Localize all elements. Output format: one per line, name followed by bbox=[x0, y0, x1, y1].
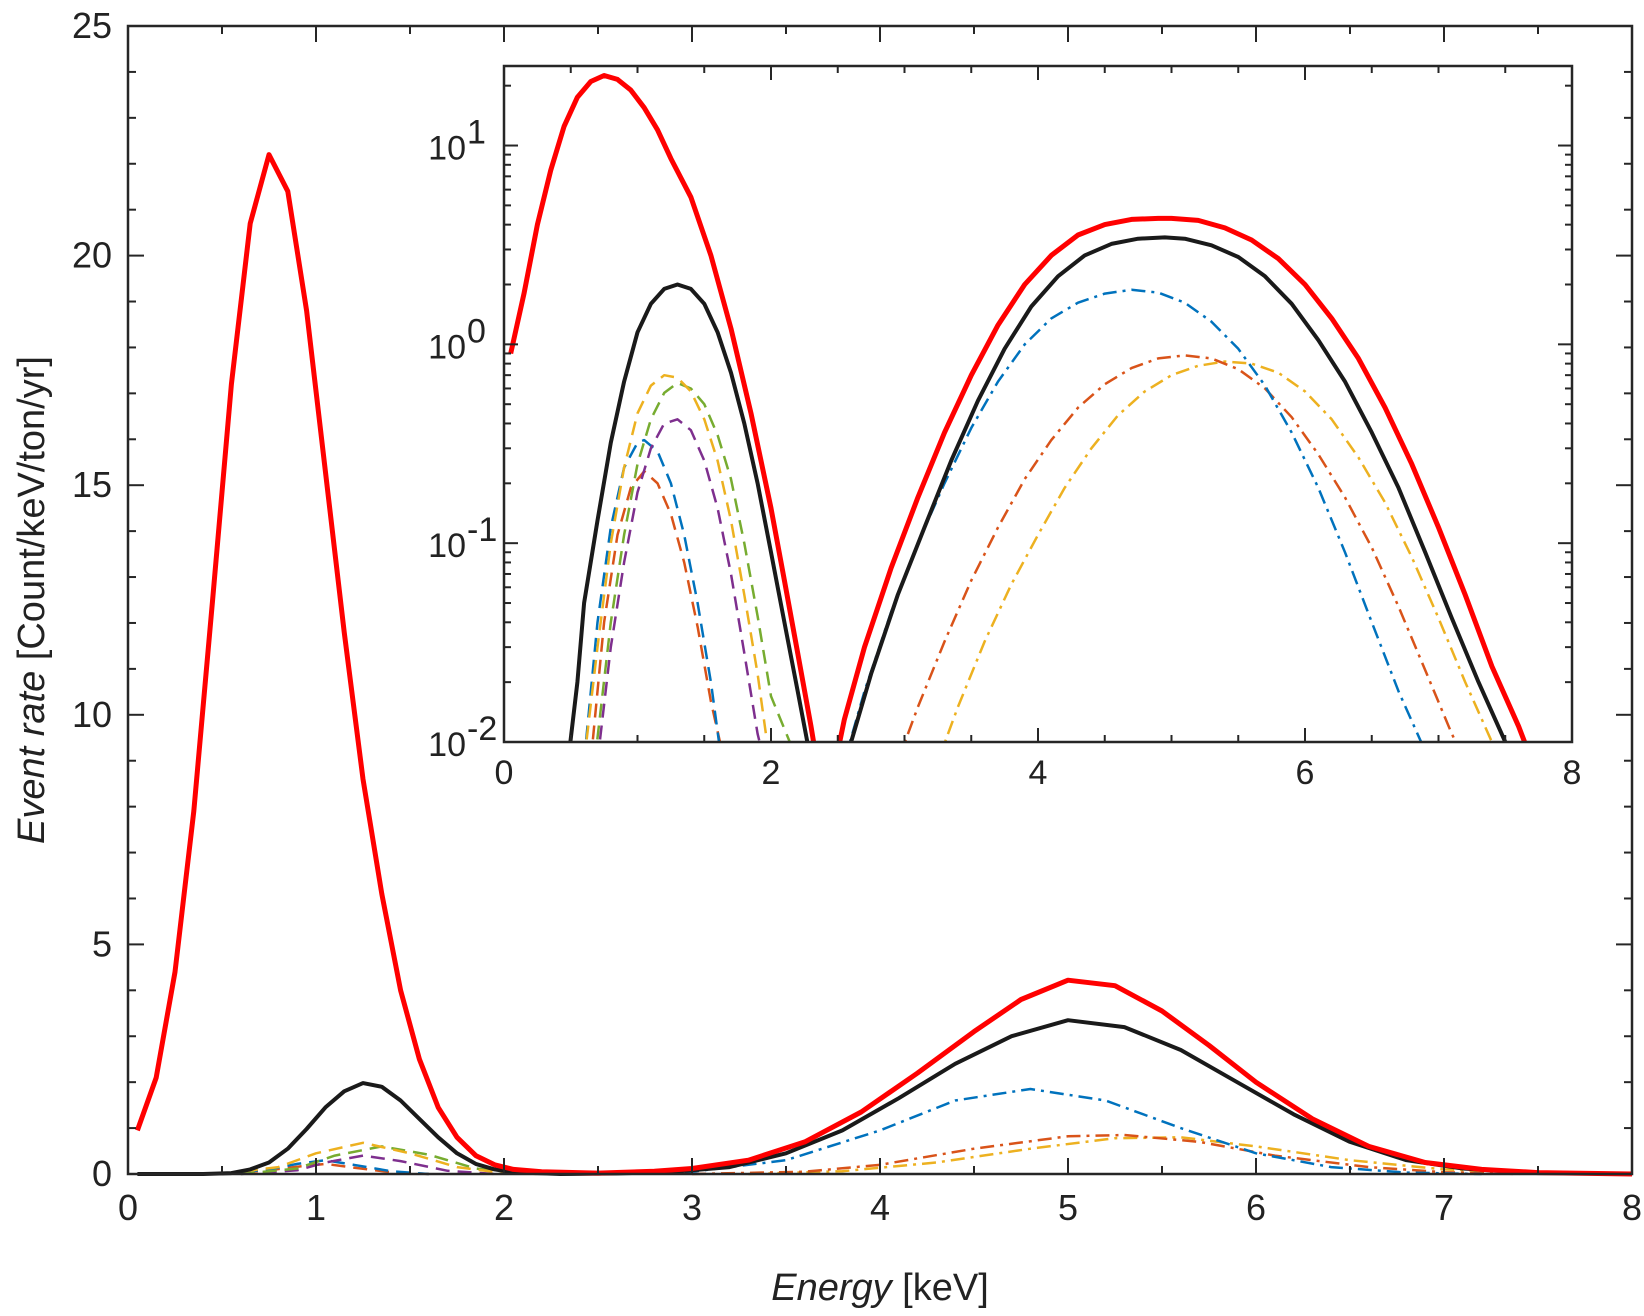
inset-series-total bbox=[508, 73, 1528, 742]
inset-series-comp-orange-low bbox=[591, 470, 722, 742]
inset-x-tick-label: 4 bbox=[1029, 754, 1048, 792]
inset-series-comp-blue-low bbox=[584, 438, 721, 742]
main-series-comp-purple-low bbox=[240, 1154, 495, 1176]
main-series-group bbox=[135, 152, 1633, 1177]
inset-series-comp-green-low bbox=[595, 381, 792, 742]
inset-x-tick-label: 6 bbox=[1296, 754, 1315, 792]
main-x-tick-label: 8 bbox=[1622, 1187, 1642, 1228]
main-x-tick-label: 3 bbox=[682, 1187, 702, 1228]
inset-series-comp-orange-high bbox=[903, 354, 1458, 742]
inset-y-tick-exponent: -2 bbox=[467, 710, 497, 748]
main-y-tick-label: 5 bbox=[92, 923, 112, 964]
main-y-tick-label: 0 bbox=[92, 1153, 112, 1194]
main-series-comp-orange-high bbox=[691, 1133, 1520, 1176]
main-y-tick-label: 10 bbox=[72, 694, 112, 735]
inset-series-sum-components bbox=[568, 235, 1508, 742]
y-axis-title: Event rate [Count/keV/ton/yr] bbox=[11, 356, 53, 844]
inset-series-group bbox=[508, 73, 1528, 742]
main-x-tick-label: 6 bbox=[1246, 1187, 1266, 1228]
x-axis-title: Energy [keV] bbox=[771, 1267, 989, 1309]
inset-x-tick-label: 0 bbox=[495, 754, 514, 792]
inset-y-tick-label: 10 bbox=[428, 130, 466, 168]
inset-y-tick-exponent: 1 bbox=[467, 114, 486, 152]
inset-series-comp-purple-low bbox=[598, 418, 761, 742]
main-x-tick-label: 5 bbox=[1058, 1187, 1078, 1228]
main-y-tick-label: 20 bbox=[72, 235, 112, 276]
inset-series-comp-yellow-low bbox=[585, 373, 769, 742]
inset-y-tick-exponent: -1 bbox=[467, 511, 497, 549]
main-x-tick-label: 2 bbox=[494, 1187, 514, 1228]
main-x-tick-label: 4 bbox=[870, 1187, 890, 1228]
main-y-tick-label: 25 bbox=[72, 5, 112, 46]
main-x-tick-label: 7 bbox=[1434, 1187, 1454, 1228]
main-plot-frame bbox=[126, 24, 1634, 1176]
main-series-total bbox=[135, 152, 1633, 1177]
inset-y-tick-exponent: 0 bbox=[467, 312, 486, 350]
main-y-tick-label: 15 bbox=[72, 464, 112, 505]
inset-x-tick-label: 2 bbox=[762, 754, 781, 792]
inset-x-tick-label: 8 bbox=[1563, 754, 1582, 792]
main-x-tick-label: 0 bbox=[118, 1187, 138, 1228]
inset-y-tick-label: 10 bbox=[428, 726, 466, 764]
main-x-tick-label: 1 bbox=[306, 1187, 326, 1228]
inset-plot-frame bbox=[502, 64, 1574, 744]
inset-y-tick-label: 10 bbox=[428, 328, 466, 366]
inset-series-comp-yellow-high bbox=[943, 360, 1494, 742]
inset-y-tick-label: 10 bbox=[428, 527, 466, 565]
